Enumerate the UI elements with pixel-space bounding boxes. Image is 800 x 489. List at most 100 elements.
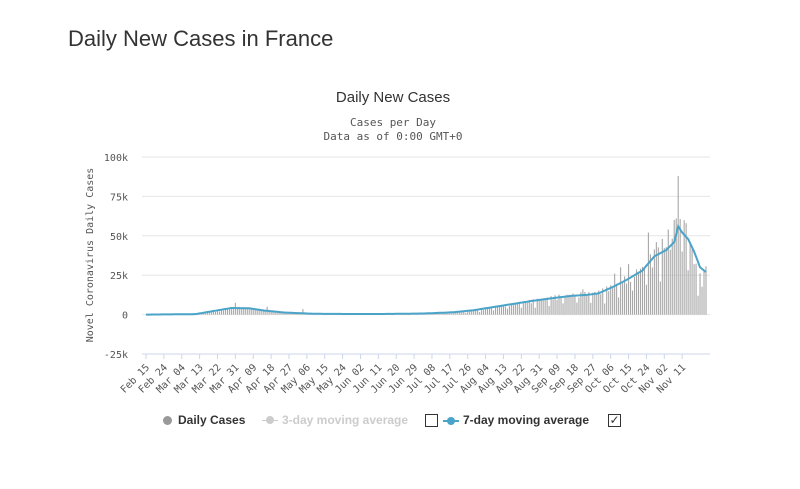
daily-cases-bar [282,312,284,315]
daily-cases-bar [230,307,232,315]
daily-cases-bar [612,287,614,315]
daily-cases-bar [655,242,657,315]
daily-cases-bar [626,283,628,315]
daily-cases-bar [280,312,282,315]
daily-cases-bar [451,313,453,315]
daily-cases-bar [633,276,636,315]
daily-cases-bar [558,294,560,315]
y-tick-label: 50k [110,232,128,243]
daily-cases-bar [576,302,578,315]
daily-cases-bar [485,307,487,315]
daily-cases-bar [689,243,691,315]
daily-cases-bar [665,247,667,315]
daily-cases-bar [610,285,612,315]
legend-marker-icon [163,415,172,425]
daily-cases-bar [562,303,564,315]
daily-cases-bar [637,271,640,315]
daily-cases-bar [492,310,495,315]
daily-cases-bar [496,306,499,315]
daily-cases-bar [520,307,522,315]
legend-label: Daily Cases [178,413,246,427]
daily-cases-bar [600,294,602,315]
legend-line-marker-icon [443,416,459,425]
daily-cases-bar [276,312,278,315]
daily-cases-bar [288,313,290,315]
daily-cases-bar [667,229,669,315]
daily-cases-bar [556,299,558,315]
daily-cases-bar [582,289,584,315]
daily-cases-bar [522,302,524,315]
daily-cases-bar [463,311,465,315]
daily-cases-bar [524,301,526,315]
daily-cases-bar [224,309,226,315]
daily-cases-bar [578,297,580,315]
legend-item-daily-cases[interactable]: Daily Cases [163,411,245,429]
daily-cases-bar [240,308,242,315]
daily-cases-bar [703,270,705,315]
daily-cases-bar [685,223,687,315]
daily-cases-bar [560,297,562,315]
legend-item-3day-average[interactable]: 3-day moving average [262,411,408,429]
daily-cases-bar [536,298,538,315]
daily-cases-bar [697,295,699,315]
daily-cases-bar [504,306,506,315]
moving-average-line [146,223,707,316]
daily-cases-bar [498,305,501,315]
daily-cases-bar [620,267,622,315]
daily-cases-bar [481,308,483,315]
daily-cases-bar [643,267,645,315]
daily-cases-bar [284,312,286,315]
daily-cases-bar [705,266,707,315]
daily-cases-bar [475,310,477,315]
daily-cases-bar [614,273,616,315]
7day-average-checkbox[interactable]: ✓ [608,413,621,427]
y-axis-label: Novel Coronavirus Daily Cases [85,168,96,343]
daily-cases-bar [518,302,520,315]
daily-cases-bar [693,264,695,315]
daily-cases-bar [566,294,568,315]
daily-cases-bar [264,310,266,315]
daily-cases-bar [212,311,215,315]
daily-cases-bar [590,302,592,315]
daily-cases-bar [512,304,514,315]
daily-cases-bar [651,267,653,315]
daily-cases-bar [248,308,250,315]
daily-cases-bar [534,307,536,315]
daily-cases-bar [250,308,252,315]
daily-cases-bar [679,219,681,315]
daily-cases-bar [691,249,693,315]
daily-cases-bar [608,291,610,315]
daily-cases-bar [471,310,473,315]
daily-cases-bar [483,309,485,315]
daily-cases-bar [203,313,205,315]
legend-item-7day-average[interactable]: 7-day moving average [443,411,589,429]
daily-cases-bar [214,311,217,315]
y-axis: -25k 0 25k 50k 75k 100k [104,153,128,361]
daily-cases-bar [258,309,260,315]
daily-cases-bar [647,232,649,315]
daily-cases-bar [490,307,493,315]
daily-cases-bar [622,283,624,315]
3day-average-checkbox[interactable] [425,414,438,427]
daily-cases-bar [677,175,679,315]
daily-cases-bar [681,251,683,315]
daily-cases-bar [596,293,598,315]
daily-cases-bar [546,297,548,315]
daily-cases-bar [302,309,304,315]
daily-cases-bar [238,306,240,315]
daily-cases-bar [461,311,463,315]
daily-cases-bar [572,293,574,315]
daily-cases-bar [628,264,630,315]
daily-cases-bar [604,303,606,315]
daily-cases-bar [449,312,451,315]
daily-cases-bar [228,308,230,315]
daily-cases-bar [292,313,294,315]
y-tick-label: 75k [110,192,128,203]
daily-cases-bar [631,290,634,315]
daily-cases-bar [268,310,270,315]
daily-cases-bar [639,268,642,315]
daily-cases-bar [286,312,288,315]
daily-cases-bar [574,296,576,315]
daily-cases-bar [209,312,211,315]
